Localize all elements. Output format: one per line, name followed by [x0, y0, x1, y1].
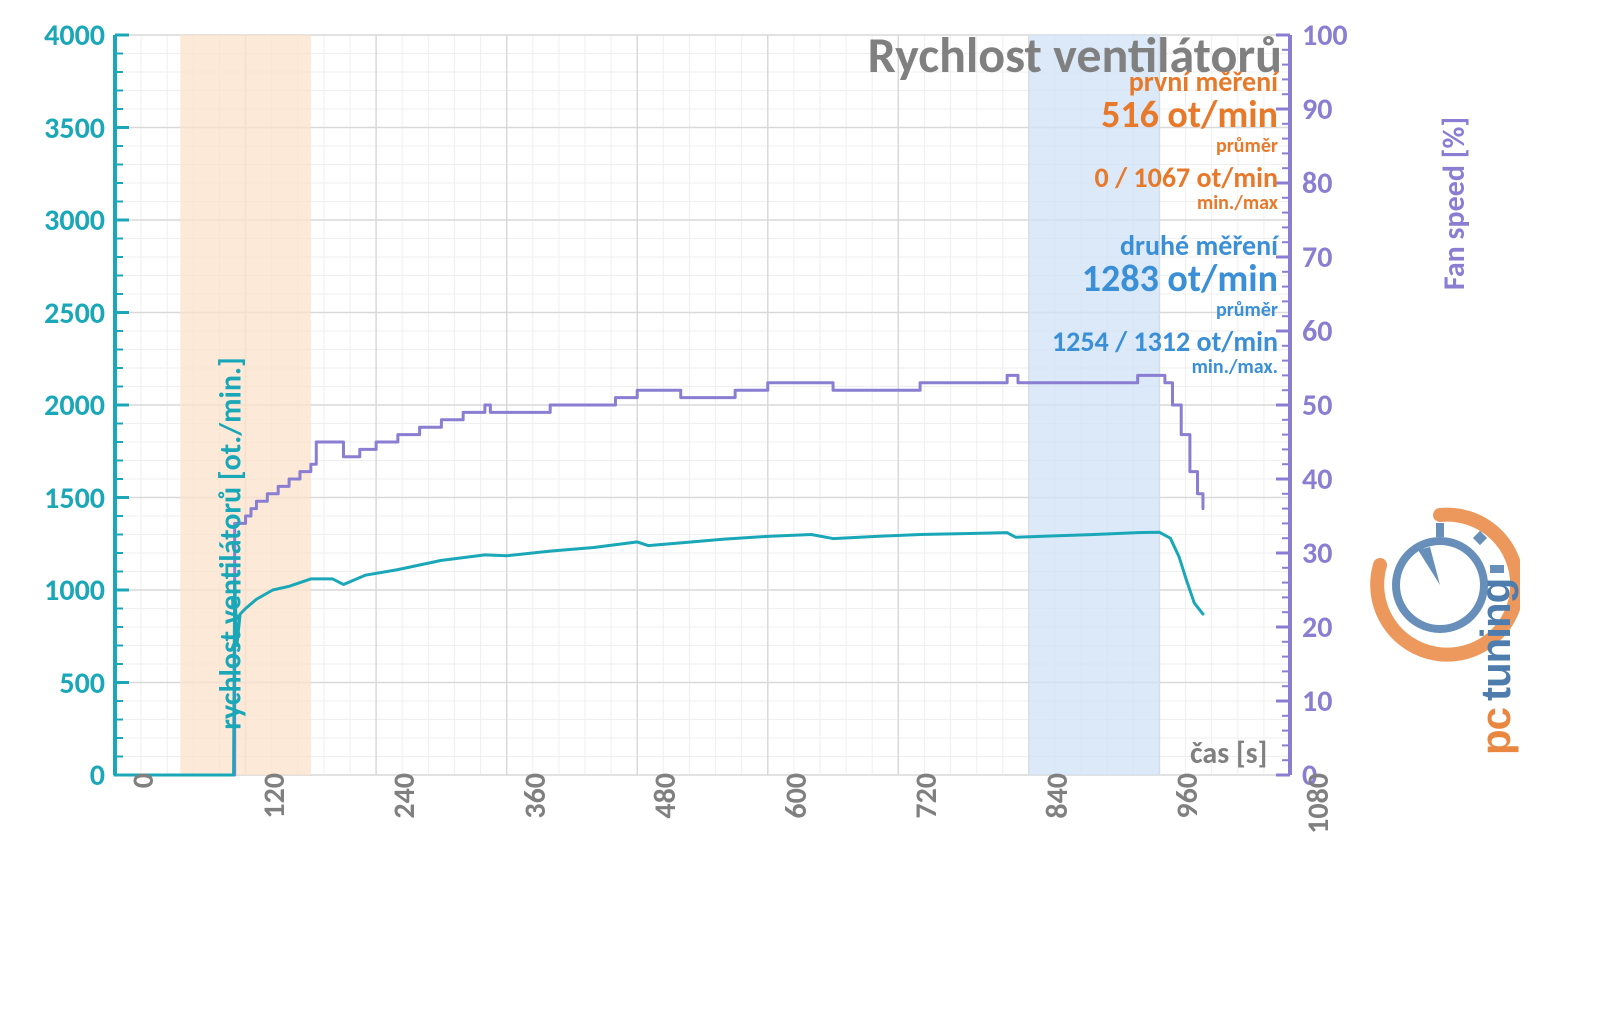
y-left-tick: 4000 [15, 17, 105, 54]
stat1-big: 516 ot/min [1095, 96, 1278, 136]
y-left-tick: 2500 [15, 295, 105, 332]
svg-text:tuning: tuning [1472, 579, 1519, 701]
y-right-tick: 80 [1302, 165, 1372, 202]
stat1-sub2: min./max [1095, 193, 1278, 214]
x-tick: 600 [778, 773, 815, 853]
y-left-tick: 1000 [15, 572, 105, 609]
x-tick: 360 [517, 773, 554, 853]
y-left-tick: 3500 [15, 110, 105, 147]
stat2-big: 1283 ot/min [1052, 260, 1278, 300]
svg-text:pc: pc [1472, 707, 1519, 755]
stat1-range: 0 / 1067 ot/min [1095, 163, 1278, 192]
stat2-range: 1254 / 1312 ot/min [1052, 327, 1278, 356]
stat2-sub1: průměr [1052, 300, 1278, 321]
x-tick: 0 [125, 773, 162, 853]
y-left-tick: 0 [15, 757, 105, 794]
x-tick: 240 [386, 773, 423, 853]
y-right-label: Fan speed [%] [1436, 117, 1473, 290]
y-left-tick: 1500 [15, 480, 105, 517]
y-left-tick: 3000 [15, 202, 105, 239]
stat-block-second: druhé měření 1283 ot/min průměr 1254 / 1… [1052, 231, 1278, 378]
stat1-sub1: průměr [1095, 136, 1278, 157]
y-right-tick: 90 [1302, 91, 1372, 128]
y-left-tick: 500 [15, 665, 105, 702]
x-tick: 720 [908, 773, 945, 853]
y-right-tick: 50 [1302, 387, 1372, 424]
y-right-tick: 100 [1302, 17, 1372, 54]
x-tick: 1080 [1300, 773, 1337, 853]
x-tick: 840 [1039, 773, 1076, 853]
stat-block-first: první měření 516 ot/min průměr 0 / 1067 … [1095, 67, 1278, 214]
y-right-tick: 70 [1302, 239, 1372, 276]
x-axis-label: čas [s] [1190, 735, 1267, 772]
y-left-tick: 2000 [15, 387, 105, 424]
x-tick: 960 [1169, 773, 1206, 853]
y-right-tick: 40 [1302, 461, 1372, 498]
x-tick: 120 [256, 773, 293, 853]
chart-container: Rychlost ventilátorů 0500100015002000250… [0, 0, 1600, 1009]
y-left-label: rychlost ventilátorů [ot./min.] [213, 357, 250, 729]
x-tick: 480 [647, 773, 684, 853]
watermark-logo: pc tuning [1360, 505, 1520, 765]
stat2-sub2: min./max. [1052, 357, 1278, 378]
y-right-tick: 60 [1302, 313, 1372, 350]
